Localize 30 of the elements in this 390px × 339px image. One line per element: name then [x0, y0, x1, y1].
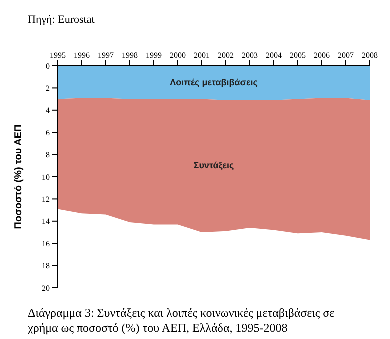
x-tick-label: 2003 [242, 51, 258, 60]
y-tick-label: 18 [42, 262, 50, 271]
y-tick-label: 2 [46, 84, 50, 94]
y-tick-label: 14 [42, 217, 50, 226]
x-tick-label: 2007 [338, 51, 354, 60]
y-tick-label: 20 [42, 284, 50, 293]
text: Πηγή: Eurostat [28, 14, 95, 26]
y-tick-label: 8 [46, 150, 50, 160]
x-tick-label: 2008 [362, 51, 378, 60]
x-tick-label: 2004 [266, 51, 282, 60]
text: Διάγραμμα 3: Συντάξεις και λοιπές κοινωνικές μεταβιβάσεις σε χρήμα ως ποσοστό (%) του ΑΕΠ, Ελλάδα, 1995-2008 [28, 306, 336, 336]
series-label: Συντάξεις [194, 160, 235, 170]
x-tick-label: 2006 [314, 51, 330, 60]
x-tick-label: 1995 [50, 51, 66, 60]
x-tick-label: 2005 [290, 51, 306, 60]
y-tick-label: 0 [46, 62, 50, 71]
x-tick-label: 1996 [74, 51, 90, 60]
x-tick-label: 2002 [218, 51, 234, 60]
x-tick-label: 1998 [122, 51, 138, 60]
y-tick-label: 4 [46, 106, 50, 116]
x-tick-label: 1997 [98, 51, 114, 60]
y-tick-label: 12 [42, 195, 50, 204]
x-tick-label: 2001 [194, 51, 210, 60]
y-tick-label: 10 [42, 172, 50, 182]
x-tick-label: 1999 [146, 51, 162, 60]
series-label: Λοιπές μεταβιβάσεις [170, 78, 258, 88]
y-axis-title: Ποσοστό (%) του ΑΕΠ [14, 124, 25, 230]
y-tick-label: 16 [42, 239, 50, 248]
x-tick-label: 2000 [170, 51, 186, 60]
y-tick-label: 6 [46, 128, 50, 138]
